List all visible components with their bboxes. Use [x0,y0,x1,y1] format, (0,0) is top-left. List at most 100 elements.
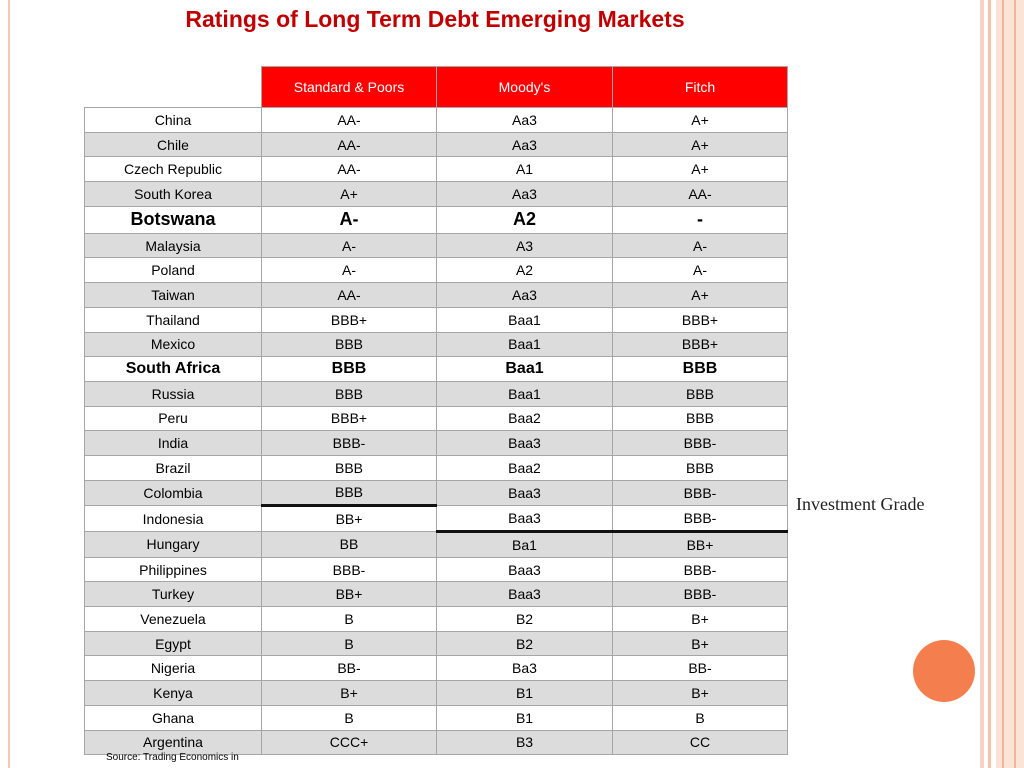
cell-sp: BBB+ [261,405,437,432]
cell-sp: BBB- [261,430,437,456]
table-row: Peru BBB+ Baa2 BBB [84,405,788,432]
table-row: Chile AA- Aa3 A+ [84,131,788,158]
cell-moodys: Ba1 [436,531,613,558]
cell-moodys: Aa3 [436,282,613,308]
cell-sp: AA- [261,107,437,133]
table-row: Russia BBB Baa1 BBB [84,380,788,407]
cell-country: China [84,107,262,133]
cell-sp: BBB- [261,556,437,583]
cell-country: Peru [84,405,262,432]
cell-sp: A- [261,205,437,234]
table-row: Brazil BBB Baa2 BBB [84,454,788,481]
cell-moodys: Baa1 [436,356,613,382]
cell-country: Chile [84,131,262,158]
cell-country: India [84,430,262,456]
table-row: Argentina CCC+ B3 CC [84,729,788,756]
cell-fitch: B+ [612,680,788,706]
cell-moodys: Baa2 [436,405,613,432]
table-row: China AA- Aa3 A+ [84,107,788,133]
cell-sp: BBB [261,331,437,358]
table-row: South Korea A+ Aa3 AA- [84,181,788,207]
cell-moodys: B1 [436,704,613,731]
decorative-circle [913,640,975,702]
page-title: Ratings of Long Term Debt Emerging Marke… [185,6,685,32]
cell-sp: B [261,630,437,657]
table-row: Venezuela B B2 B+ [84,606,788,632]
source-note: Source: Trading Economics in [106,752,239,763]
cell-moodys: Baa3 [436,505,613,533]
cell-fitch: BBB- [612,556,788,583]
cell-moodys: Baa3 [436,430,613,456]
header-corner [84,66,262,108]
cell-moodys: Aa3 [436,181,613,207]
cell-sp: AA- [261,131,437,158]
cell-fitch: A- [612,257,788,284]
header-fitch: Fitch [612,66,788,108]
cell-country: South Korea [84,181,262,207]
cell-fitch: BBB [612,405,788,432]
cell-sp: BBB [261,356,437,382]
table-row: Philippines BBB- Baa3 BBB- [84,556,788,583]
cell-sp: BB+ [261,581,437,608]
cell-fitch: BBB [612,454,788,481]
cell-sp: CCC+ [261,729,437,756]
table-row: Kenya B+ B1 B+ [84,680,788,706]
cell-moodys: B1 [436,680,613,706]
cell-country: Ghana [84,704,262,731]
cell-sp: B+ [261,680,437,706]
cell-country: Taiwan [84,282,262,308]
cell-fitch: BB- [612,655,788,682]
table-row: South Africa BBB Baa1 BBB [84,356,788,382]
cell-country: Turkey [84,581,262,608]
cell-country: Hungary [84,531,262,558]
cell-fitch: CC [612,729,788,756]
table-row: Poland A- A2 A- [84,257,788,284]
cell-fitch: B [612,704,788,731]
left-border-line [8,0,10,768]
cell-sp: BB- [261,655,437,682]
table-row: Indonesia BB+ Baa3 BBB- [84,505,788,533]
cell-fitch: B+ [612,630,788,657]
cell-moodys: A2 [436,205,613,234]
table-body: China AA- Aa3 A+ Chile AA- Aa3 A+ Czech Republic… [84,107,788,756]
cell-sp: B [261,606,437,632]
cell-country: Brazil [84,454,262,481]
cell-country: Colombia [84,479,262,507]
cell-country: Botswana [84,205,262,234]
cell-country: Russia [84,380,262,407]
cell-country: Indonesia [84,505,262,532]
header-moodys: Moody's [436,66,613,108]
cell-moodys: Baa2 [436,454,613,481]
cell-fitch: BBB- [612,479,788,507]
cell-moodys: Baa3 [436,479,613,507]
cell-fitch: A+ [612,156,788,183]
table-header-row: Standard & Poors Moody's Fitch [84,66,788,108]
cell-moodys: B3 [436,729,613,756]
table-row: Colombia BBB Baa3 BBB- [84,479,788,508]
cell-moodys: Baa1 [436,331,613,358]
investment-grade-label: Investment Grade [796,494,925,514]
cell-moodys: Baa1 [436,306,613,333]
cell-moodys: Aa3 [436,107,613,133]
cell-country: Argentina [84,729,262,756]
cell-fitch: AA- [612,181,788,207]
cell-fitch: B+ [612,606,788,632]
cell-sp: A+ [261,181,437,207]
cell-fitch: A+ [612,131,788,158]
table-row: Malaysia A- A3 A- [84,232,788,259]
table-row: Nigeria BB- Ba3 BB- [84,655,788,682]
cell-moodys: A1 [436,156,613,183]
cell-country: South Africa [84,356,262,382]
ratings-table: Standard & Poors Moody's Fitch China AA- A… [84,66,788,756]
cell-moodys: Baa3 [436,581,613,608]
cell-fitch: - [612,205,788,234]
table-row: Czech Republic AA- A1 A+ [84,156,788,183]
cell-moodys: B2 [436,606,613,632]
cell-sp: AA- [261,156,437,183]
cell-fitch: BBB- [612,430,788,456]
table-row: India BBB- Baa3 BBB- [84,430,788,456]
header-sp: Standard & Poors [261,66,437,108]
cell-sp: BB+ [261,505,437,532]
cell-sp: A- [261,257,437,284]
cell-moodys: Baa1 [436,380,613,407]
